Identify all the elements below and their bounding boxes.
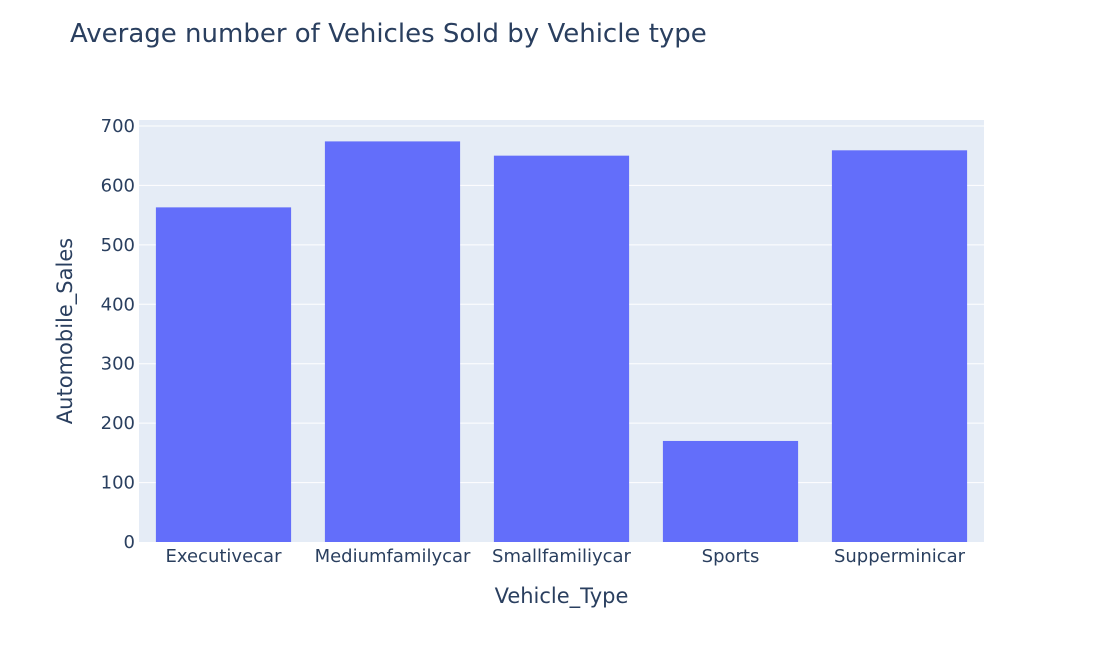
- y-tick-label: 0: [124, 532, 135, 553]
- bar-supperminicar[interactable]: [831, 150, 968, 542]
- y-axis-title: Automobile_Sales: [53, 238, 78, 424]
- y-tick-label: 200: [101, 413, 135, 434]
- bar-executivecar[interactable]: [155, 207, 292, 542]
- x-tick-label: Supperminicar: [834, 546, 966, 567]
- y-tick-label: 100: [101, 473, 135, 494]
- y-tick-label: 700: [101, 116, 135, 137]
- y-tick-labels: 0 100 200 300 400 500 600 700: [101, 116, 135, 553]
- bar-mediumfamilycar[interactable]: [324, 141, 461, 542]
- x-tick-label: Smallfamiliycar: [492, 546, 631, 567]
- x-tick-label: Sports: [702, 546, 760, 567]
- bars: [155, 141, 968, 542]
- chart-title: Average number of Vehicles Sold by Vehic…: [70, 19, 707, 49]
- x-tick-labels: Executivecar Mediumfamilycar Smallfamiliyc…: [166, 546, 966, 567]
- y-tick-label: 600: [101, 175, 135, 196]
- x-tick-label: Mediumfamilycar: [315, 546, 471, 567]
- y-tick-label: 400: [101, 294, 135, 315]
- bar-sports[interactable]: [662, 440, 799, 542]
- y-tick-label: 300: [101, 354, 135, 375]
- x-axis-title: Vehicle_Type: [495, 584, 629, 609]
- bar-smallfamiliycar[interactable]: [493, 155, 630, 542]
- x-tick-label: Executivecar: [166, 546, 283, 567]
- y-tick-label: 500: [101, 235, 135, 256]
